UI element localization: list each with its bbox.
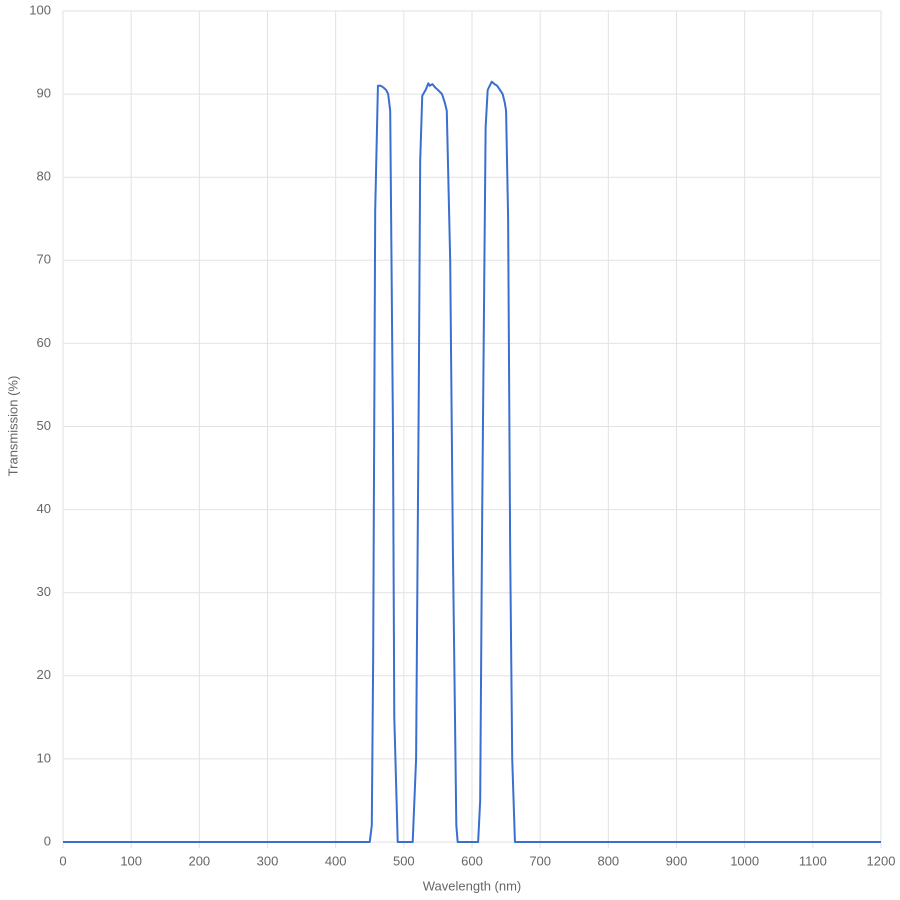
x-tick-label: 300 — [257, 853, 279, 868]
y-tick-label: 70 — [37, 252, 51, 267]
y-tick-label: 0 — [44, 833, 51, 848]
x-tick-label: 800 — [597, 853, 619, 868]
x-tick-label: 600 — [461, 853, 483, 868]
x-tick-label: 1200 — [867, 853, 896, 868]
y-tick-label: 80 — [37, 169, 51, 184]
x-tick-label: 500 — [393, 853, 415, 868]
y-tick-label: 30 — [37, 584, 51, 599]
data-line — [63, 80, 881, 843]
x-tick-label: 100 — [120, 853, 142, 868]
x-tick-label: 200 — [188, 853, 210, 868]
x-tick-label: 1000 — [730, 853, 759, 868]
y-tick-label: 10 — [37, 750, 51, 765]
x-tick-label: 900 — [666, 853, 688, 868]
y-tick-label: 50 — [37, 418, 51, 433]
x-tick-label: 700 — [529, 853, 551, 868]
x-tick-label: 0 — [59, 853, 66, 868]
y-tick-label: 20 — [37, 667, 51, 682]
x-axis-label: Wavelength (nm) — [423, 878, 522, 893]
y-tick-label: 60 — [37, 335, 51, 350]
y-tick-label: 90 — [37, 86, 51, 101]
y-axis-label: Transmission (%) — [5, 376, 20, 477]
y-tick-label: 100 — [29, 2, 51, 17]
y-tick-label: 40 — [37, 501, 51, 516]
x-tick-label: 1100 — [799, 853, 827, 868]
x-tick-label: 400 — [325, 853, 347, 868]
